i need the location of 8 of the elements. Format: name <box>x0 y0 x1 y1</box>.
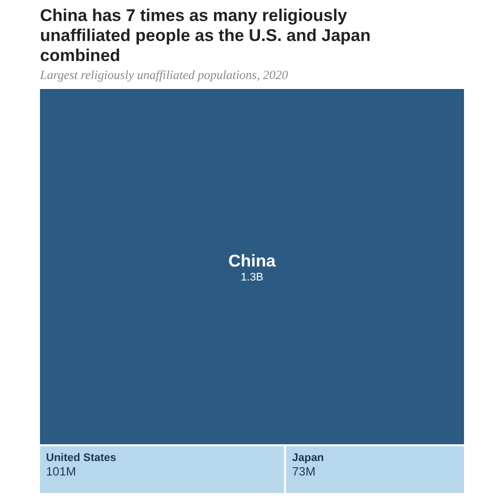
data-label: 73M <box>292 464 316 479</box>
category-label: Japan <box>292 452 324 464</box>
category-label: China <box>228 252 276 271</box>
text: China has 7 times as many religiously unaffiliated people as the U.S. and Japan combined <box>40 6 372 66</box>
data-label: 1.3B <box>240 272 264 284</box>
text: Largest religiously unaffiliated populations, 2020 <box>40 68 288 83</box>
data-label: 101M <box>46 464 76 479</box>
category-label: United States <box>46 452 116 464</box>
